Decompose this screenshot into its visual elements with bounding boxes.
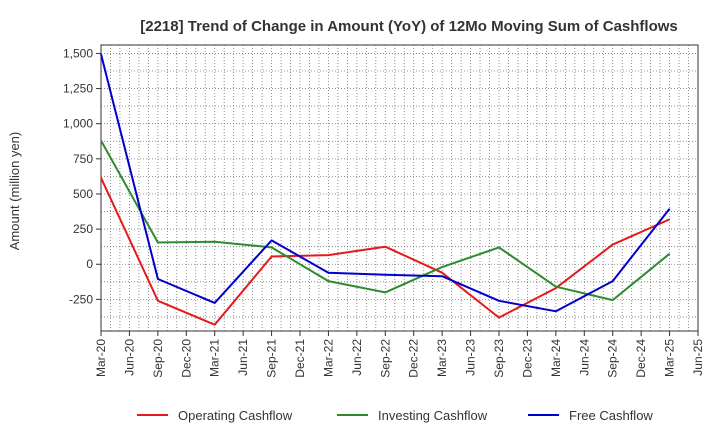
x-tick-label: Jun-20 [122, 339, 136, 376]
x-tick-label: Mar-20 [94, 339, 108, 377]
y-tick-label: 1,250 [63, 82, 93, 96]
series-lines [100, 53, 671, 326]
x-tick-label: Mar-21 [208, 339, 222, 377]
x-tick-label: Jun-24 [577, 339, 591, 376]
x-tick-label: Jun-25 [691, 339, 705, 376]
y-tick-label: 0 [86, 257, 93, 271]
y-tick-label: 1,500 [63, 46, 93, 60]
legend-label-free-cashflow: Free Cashflow [569, 408, 653, 423]
x-tick-label: Mar-25 [663, 339, 677, 377]
plot-frame [100, 44, 699, 332]
x-tick-label: Dec-20 [179, 339, 193, 378]
y-tick-label: 1,000 [63, 117, 93, 131]
x-tick-label: Jun-23 [464, 339, 478, 376]
x-tick-label: Jun-21 [236, 339, 250, 376]
axes: -250 0 250 500 750 1,000 1,250 1,500 Mar-20 Jun-2… [63, 44, 705, 378]
series-line-investing-cashflow [100, 140, 671, 302]
x-tick-label: Dec-22 [407, 339, 421, 378]
grid-lines [101, 45, 698, 331]
x-tick-label: Mar-22 [321, 339, 335, 377]
x-tick-label: Sep-21 [265, 339, 279, 378]
legend-label-investing-cashflow: Investing Cashflow [378, 408, 488, 423]
y-tick-label: 750 [73, 152, 93, 166]
x-tick-label: Sep-23 [492, 339, 506, 378]
x-tick-label: Sep-24 [606, 339, 620, 378]
x-tick-label: Sep-20 [151, 339, 165, 378]
x-tick-label: Sep-22 [378, 339, 392, 378]
y-tick-label: 500 [73, 187, 93, 201]
chart-title: [2218] Trend of Change in Amount (YoY) o… [140, 18, 678, 35]
series-line-operating-cashflow [100, 177, 671, 326]
y-axis-label: Amount (million yen) [7, 132, 22, 251]
x-tick-label: Mar-23 [435, 339, 449, 377]
y-tick-label: -250 [69, 292, 93, 306]
series-line-free-cashflow [100, 53, 671, 313]
legend-label-operating-cashflow: Operating Cashflow [178, 408, 293, 423]
x-tick-label: Dec-23 [520, 339, 534, 378]
x-tick-label: Dec-24 [634, 339, 648, 378]
x-tick-label: Jun-22 [350, 339, 364, 376]
x-tick-label: Dec-21 [293, 339, 307, 378]
x-tick-label: Mar-24 [549, 339, 563, 377]
legend: Operating Cashflow Investing Cashflow Free… [137, 408, 653, 423]
y-tick-label: 250 [73, 222, 93, 236]
